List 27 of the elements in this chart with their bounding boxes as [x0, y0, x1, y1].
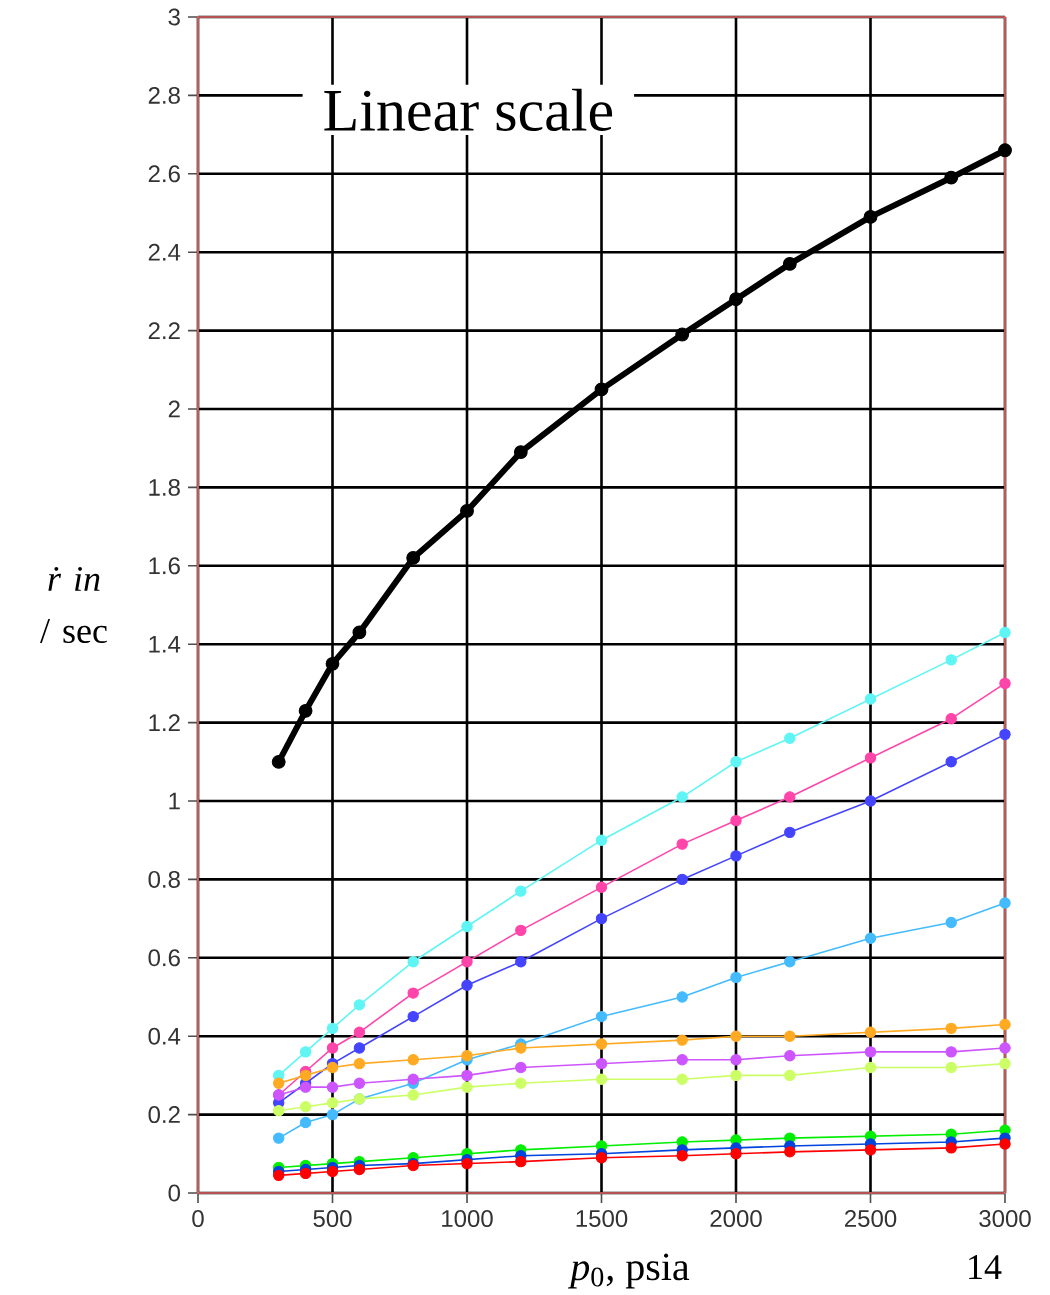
y-tick-label: 1.8 — [149, 478, 180, 496]
y-tick-label: 1.4 — [149, 635, 181, 653]
y-tick-label: 1.6 — [149, 557, 180, 575]
x-tick-label: 500 — [313, 1210, 352, 1228]
x-axis-title: p$_{0}$, psia — [567, 1253, 690, 1289]
y-tick-label: 2.6 — [148, 165, 180, 183]
y-tick-label: 0.6 — [148, 949, 180, 967]
x-tick-label: 3000 — [979, 1210, 1031, 1228]
y-axis-title: ṙ in / sec — [40, 566, 107, 644]
text: Linear scale — [324, 88, 613, 132]
y-tick-label: 0.8 — [148, 870, 180, 888]
x-tick-label: 2000 — [710, 1210, 762, 1228]
y-tick-label: 1 — [169, 792, 180, 810]
y-tick-label: 2.4 — [148, 243, 181, 261]
y-tick-label: 2 — [168, 400, 180, 418]
y-tick-label: 0.2 — [148, 1106, 180, 1124]
x-tick-label: 2500 — [845, 1210, 897, 1228]
y-tick-label: 2.8 — [148, 86, 180, 104]
y-tick-label: 0 — [168, 1184, 181, 1202]
x-tick-label: 1500 — [576, 1210, 628, 1228]
y-tick-label: 2.2 — [148, 322, 180, 339]
x-tick-label: 0 — [192, 1210, 204, 1228]
text: 14 — [969, 1255, 1002, 1279]
x-tick-label: 1000 — [442, 1210, 493, 1228]
y-tick-label: 3 — [168, 8, 180, 26]
y-tick-label: 1.2 — [149, 714, 180, 731]
y-tick-label: 0.4 — [148, 1027, 181, 1045]
